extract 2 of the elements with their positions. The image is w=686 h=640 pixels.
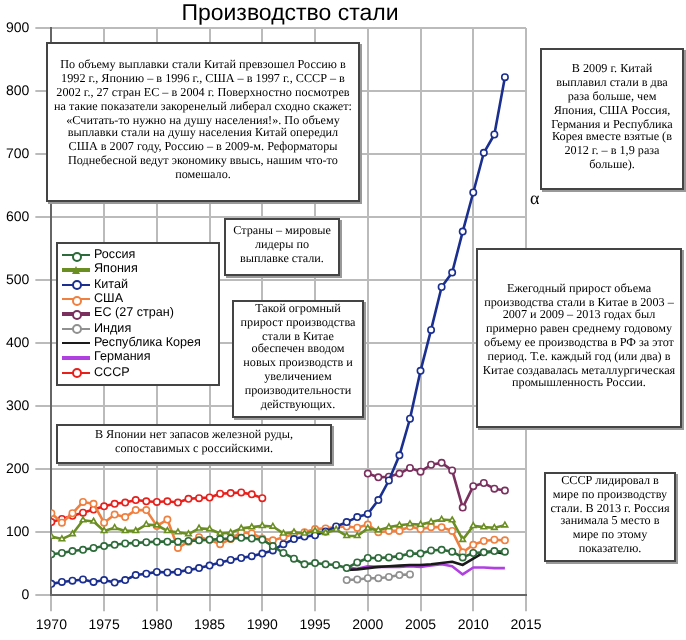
chart-title: Производство стали	[181, 2, 399, 26]
text: α	[530, 188, 540, 208]
